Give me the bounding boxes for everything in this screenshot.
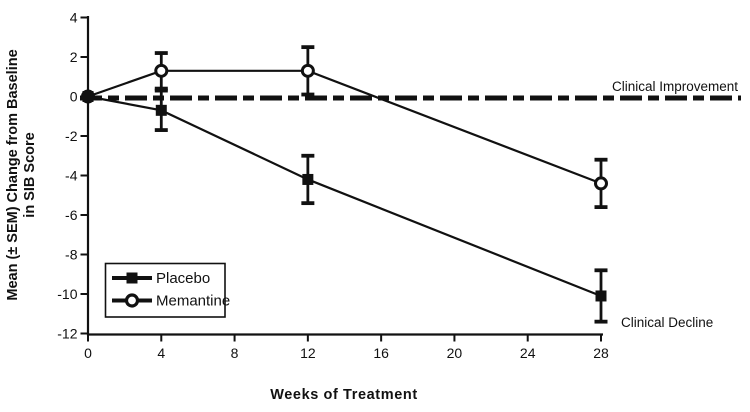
x-tick-label: 0 (84, 345, 92, 361)
data-series-layer (81, 45, 608, 324)
legend-entry-memantine: Memantine (112, 293, 230, 310)
y-tick-label: 2 (70, 49, 78, 65)
y-tick-label: -10 (57, 286, 77, 302)
y-tick-label: -12 (57, 326, 77, 342)
clinical-improvement-label: Clinical Improvement (612, 79, 738, 94)
x-tick-label: 16 (373, 345, 389, 361)
legend-placebo-label: Placebo (156, 270, 210, 287)
axes-layer: 420-2-4-6-8-10-120 4 8 12 16 20 24 28 (57, 10, 609, 362)
y-tick-label: -2 (65, 128, 78, 144)
x-tick-label: 4 (157, 345, 165, 361)
placebo-marker (155, 104, 167, 116)
placebo-line (87, 95, 602, 297)
x-tick-label: 8 (231, 345, 239, 361)
legend-memantine-marker-icon (124, 293, 140, 308)
y-axis-title-line1: Mean (± SEM) Change from Baseline (5, 49, 21, 300)
clinical-decline-label: Clinical Decline (621, 315, 713, 330)
x-tick-label: 20 (447, 345, 463, 361)
memantine-marker (300, 63, 315, 78)
legend-placebo-marker-icon (126, 272, 138, 284)
y-tick-label: 0 (70, 89, 78, 105)
x-tick-label: 24 (520, 345, 536, 361)
legend-memantine-label: Memantine (156, 293, 230, 310)
x-tick-label: 12 (300, 345, 316, 361)
legend-entry-placebo: Placebo (112, 270, 210, 287)
legend-box (104, 262, 226, 318)
y-tick-label: 4 (70, 10, 78, 26)
x-tick-label: 28 (593, 345, 609, 361)
memantine-marker (154, 63, 169, 78)
placebo-marker (595, 290, 607, 302)
x-axis-title: Weeks of Treatment (270, 387, 418, 403)
y-tick-label: -6 (65, 207, 78, 223)
legend: Placebo Memantine (104, 262, 230, 318)
y-tick-label: -4 (65, 168, 78, 184)
y-tick-label: -8 (65, 247, 78, 263)
placebo-marker (82, 91, 94, 102)
placebo-marker (302, 173, 314, 185)
memantine-marker (594, 176, 608, 191)
memantine-line (87, 69, 602, 185)
y-axis-title-line2: in SIB Score (22, 132, 38, 217)
